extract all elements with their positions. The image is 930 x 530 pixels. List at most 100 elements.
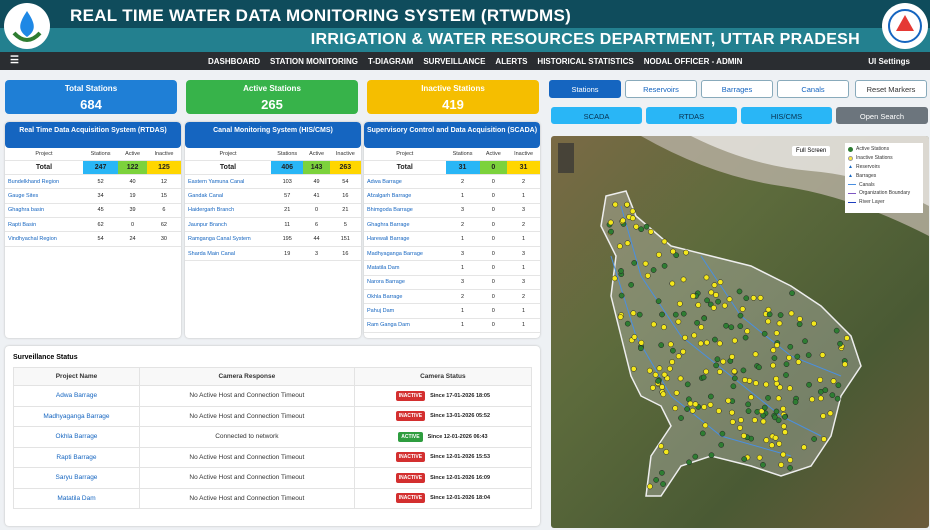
project-name[interactable]: Ramganga Canal System (185, 231, 272, 247)
station-marker[interactable] (703, 339, 710, 346)
station-marker[interactable] (822, 387, 829, 393)
station-marker[interactable] (766, 311, 773, 318)
station-marker[interactable] (607, 219, 614, 226)
project-name[interactable]: Bhimgoda Barrage (364, 203, 446, 219)
station-marker[interactable] (655, 378, 662, 384)
station-marker[interactable] (796, 321, 803, 328)
station-marker[interactable] (770, 362, 776, 369)
station-marker[interactable] (780, 451, 787, 458)
station-marker[interactable] (729, 353, 735, 360)
station-marker[interactable] (715, 298, 721, 305)
station-marker[interactable] (672, 311, 679, 318)
station-marker[interactable] (806, 381, 812, 388)
station-marker[interactable] (777, 312, 784, 318)
station-marker[interactable] (694, 319, 700, 326)
project-name[interactable]: Haidergarh Branch (185, 203, 272, 219)
project-name[interactable]: Matatila Dam (364, 260, 446, 276)
station-marker[interactable] (659, 384, 665, 390)
nav-item[interactable]: STATION MONITORING (270, 57, 358, 66)
station-marker[interactable] (659, 311, 665, 318)
station-marker[interactable] (624, 201, 630, 208)
station-marker[interactable] (756, 454, 763, 461)
station-marker[interactable] (821, 436, 827, 442)
project-name[interactable]: Okhla Barrage (13, 426, 140, 448)
station-marker[interactable] (660, 481, 666, 487)
station-marker[interactable] (737, 312, 744, 319)
project-name[interactable]: Ghaghra Barrage (364, 217, 446, 233)
station-marker[interactable] (629, 208, 636, 215)
station-marker[interactable] (677, 375, 684, 382)
station-marker[interactable] (647, 483, 653, 490)
station-marker[interactable] (673, 390, 680, 396)
project-name[interactable]: Afzalgarh Barrage (364, 188, 446, 204)
station-marker[interactable] (704, 297, 710, 304)
project-name[interactable]: Madhyaganga Barrage (364, 246, 446, 262)
station-marker[interactable] (698, 324, 705, 331)
station-marker[interactable] (680, 276, 687, 283)
station-marker[interactable] (765, 318, 771, 325)
station-marker[interactable] (684, 381, 691, 388)
station-marker[interactable] (628, 281, 634, 288)
station-marker[interactable] (741, 432, 747, 439)
station-marker[interactable] (834, 395, 841, 402)
station-marker[interactable] (701, 315, 708, 322)
station-marker[interactable] (787, 343, 794, 350)
station-marker[interactable] (631, 334, 638, 340)
project-name[interactable]: Adwa Barrage (13, 385, 140, 407)
station-marker[interactable] (661, 371, 668, 378)
station-marker[interactable] (695, 302, 702, 308)
station-marker[interactable] (712, 336, 718, 343)
station-marker[interactable] (648, 228, 654, 235)
project-name[interactable]: Saryu Barrage (13, 467, 140, 489)
station-marker[interactable] (663, 449, 670, 455)
station-marker[interactable] (742, 377, 748, 383)
station-marker[interactable] (711, 282, 718, 288)
station-marker[interactable] (774, 342, 780, 348)
station-marker[interactable] (612, 201, 619, 208)
station-marker[interactable] (659, 469, 665, 476)
station-marker[interactable] (782, 429, 788, 436)
station-marker[interactable] (844, 335, 850, 341)
station-marker[interactable] (686, 459, 692, 466)
station-marker[interactable] (631, 260, 638, 266)
reset-button[interactable]: Reset Markers (855, 80, 927, 98)
station-marker[interactable] (703, 274, 710, 281)
station-marker[interactable] (670, 248, 676, 255)
station-marker[interactable] (765, 395, 771, 401)
station-marker[interactable] (786, 354, 792, 361)
search-button[interactable]: Open Search (836, 107, 928, 124)
station-marker[interactable] (630, 366, 637, 372)
station-marker[interactable] (666, 365, 673, 372)
station-marker[interactable] (729, 409, 735, 416)
project-name[interactable]: Adwa Barrage (364, 174, 446, 190)
project-name[interactable]: Bundelkhand Region (5, 174, 83, 190)
station-marker[interactable] (837, 340, 843, 347)
station-marker[interactable] (817, 377, 823, 383)
project-name[interactable]: Okhla Barrage (364, 289, 446, 305)
station-marker[interactable] (675, 318, 682, 325)
station-marker[interactable] (672, 405, 679, 412)
station-marker[interactable] (726, 296, 733, 303)
station-marker[interactable] (690, 293, 696, 299)
station-marker[interactable] (644, 272, 651, 279)
station-marker[interactable] (781, 423, 787, 430)
nav-item[interactable]: T-DIAGRAM (368, 57, 414, 66)
station-marker[interactable] (618, 292, 625, 299)
station-marker[interactable] (748, 394, 754, 401)
station-marker[interactable] (710, 304, 717, 311)
station-marker[interactable] (716, 340, 723, 347)
station-marker[interactable] (783, 361, 790, 368)
filter-button[interactable]: SCADA (551, 107, 642, 124)
station-marker[interactable] (827, 410, 834, 417)
station-marker[interactable] (708, 393, 714, 400)
station-marker[interactable] (818, 395, 824, 402)
station-marker[interactable] (778, 461, 784, 468)
station-marker[interactable] (658, 443, 664, 449)
station-marker[interactable] (701, 404, 707, 410)
station-marker[interactable] (620, 217, 626, 224)
station-marker[interactable] (805, 352, 812, 358)
nav-item[interactable]: DASHBOARD (208, 57, 260, 66)
station-marker[interactable] (633, 223, 640, 230)
station-marker[interactable] (638, 345, 644, 352)
map-tab[interactable]: Canals (777, 80, 849, 98)
